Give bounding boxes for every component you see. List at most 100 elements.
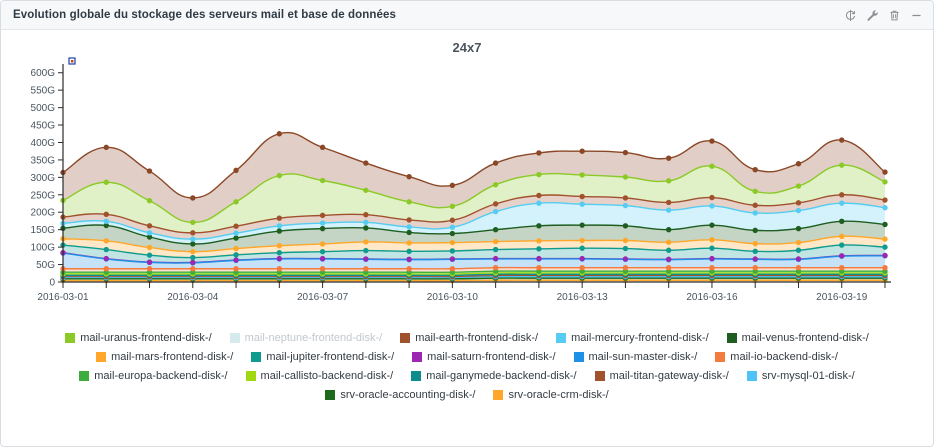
legend-item[interactable]: srv-oracle-crm-disk-/ [493, 389, 609, 401]
data-point [536, 192, 542, 199]
data-point [276, 266, 283, 272]
data-point [579, 237, 585, 244]
y-tick-label: 600G [31, 68, 56, 79]
data-point [752, 240, 758, 247]
area-line [62, 131, 886, 199]
data-point [406, 248, 412, 255]
y-tick-label: 350G [31, 155, 56, 166]
data-point [839, 162, 845, 168]
data-point [665, 265, 672, 271]
data-point [319, 241, 326, 247]
legend-swatch [229, 332, 240, 343]
stacked-area-chart[interactable]: 0 50G 100G 150G 200G 250G 300G 350G 400G 450G 500G… [1, 56, 934, 324]
legend-item[interactable]: mail-titan-gateway-disk-/ [594, 370, 729, 382]
wrench-icon[interactable] [866, 9, 879, 22]
legend-item[interactable]: mail-mercury-frontend-disk-/ [556, 332, 709, 344]
area-layers [62, 131, 886, 282]
trash-icon[interactable] [888, 9, 901, 22]
legend-item[interactable]: mail-ganymede-backend-disk-/ [411, 369, 577, 382]
legend-item[interactable]: mail-jupiter-frontend-disk-/ [251, 351, 394, 363]
legend-swatch [573, 351, 584, 362]
area-band [63, 202, 885, 244]
data-point [882, 205, 888, 211]
data-point [363, 225, 369, 231]
data-point [319, 220, 326, 226]
legend-swatch [746, 370, 757, 381]
data-point [406, 266, 412, 272]
y-tick-label: 150G [31, 225, 56, 236]
data-point [276, 250, 283, 256]
legend-item[interactable]: mail-sun-master-disk-/ [573, 351, 697, 363]
area-line [63, 275, 885, 279]
legend-item[interactable]: mail-io-backend-disk-/ [715, 351, 838, 363]
legend-item-label: mail-jupiter-frontend-disk-/ [266, 350, 395, 363]
legend-swatch [411, 370, 422, 381]
chart-legend: mail-uranus-frontend-disk-/ mail-neptune-… [1, 324, 933, 404]
data-point [449, 224, 456, 230]
data-point [276, 131, 283, 137]
data-point [665, 178, 672, 184]
data-point [579, 245, 585, 251]
data-point [103, 255, 109, 262]
data-point [146, 266, 153, 272]
data-point [882, 169, 888, 175]
legend-item[interactable]: mail-earth-frontend-disk-/ [400, 332, 538, 344]
minimize-icon[interactable] [910, 9, 923, 22]
data-point [709, 265, 715, 271]
legend-item[interactable]: mail-callisto-backend-disk-/ [245, 370, 393, 382]
data-point [752, 202, 758, 208]
data-point [579, 265, 585, 271]
data-point [795, 161, 802, 167]
area-band [63, 253, 885, 269]
data-point [492, 246, 499, 253]
legend-item-label: mail-io-backend-disk-/ [730, 350, 838, 363]
legend-item[interactable]: srv-mysql-01-disk-/ [746, 369, 855, 382]
data-point [190, 236, 196, 242]
data-point [665, 256, 672, 263]
legend-item[interactable]: srv-oracle-accounting-disk-/ [325, 389, 475, 401]
data-point [839, 137, 845, 143]
data-point [795, 207, 802, 214]
legend-item[interactable]: mail-neptune-frontend-disk-/ [229, 332, 382, 344]
legend-item-label: mail-earth-frontend-disk-/ [415, 331, 539, 344]
legend-item[interactable]: mail-uranus-frontend-disk-/ [65, 332, 212, 344]
data-point [103, 144, 109, 151]
x-tick-label: 2016-03-04 [167, 292, 219, 303]
legend-item-label: srv-mysql-01-disk-/ [761, 369, 855, 382]
data-point [622, 237, 629, 244]
legend-item[interactable]: mail-mars-frontend-disk-/ [96, 351, 233, 363]
data-point [795, 256, 802, 262]
legend-item-label: mail-mars-frontend-disk-/ [111, 350, 234, 363]
data-point [319, 212, 326, 219]
legend-item[interactable]: mail-saturn-frontend-disk-/ [412, 350, 556, 363]
data-point [190, 248, 196, 255]
legend-item-label: mail-saturn-frontend-disk-/ [427, 350, 556, 363]
legend-item-label: mail-mercury-frontend-disk-/ [571, 331, 709, 344]
data-point [233, 235, 239, 241]
data-point [492, 201, 499, 207]
data-point [665, 239, 672, 245]
area-line [62, 252, 886, 264]
y-tick-label: 450G [31, 121, 56, 132]
data-point [492, 255, 499, 262]
refresh-icon[interactable] [844, 9, 857, 22]
y-tick-label: 0 [49, 278, 55, 289]
legend-item-label: mail-ganymede-backend-disk-/ [426, 369, 577, 382]
data-point [233, 199, 239, 205]
data-point [492, 208, 499, 215]
data-point [882, 265, 888, 271]
data-point [665, 199, 672, 206]
data-point [363, 187, 369, 193]
data-point [103, 179, 109, 185]
data-point [103, 211, 109, 218]
legend-swatch [594, 370, 605, 381]
data-point [882, 252, 888, 259]
data-point [839, 200, 845, 206]
data-point [492, 181, 499, 188]
data-point [146, 259, 153, 265]
legend-item[interactable]: mail-venus-frontend-disk-/ [726, 332, 869, 344]
legend-item[interactable]: mail-europa-backend-disk-/ [79, 370, 228, 382]
plot-area[interactable]: 0 50G 100G 150G 200G 250G 300G 350G 400G 450G 500G… [1, 56, 934, 324]
data-point [363, 256, 369, 262]
